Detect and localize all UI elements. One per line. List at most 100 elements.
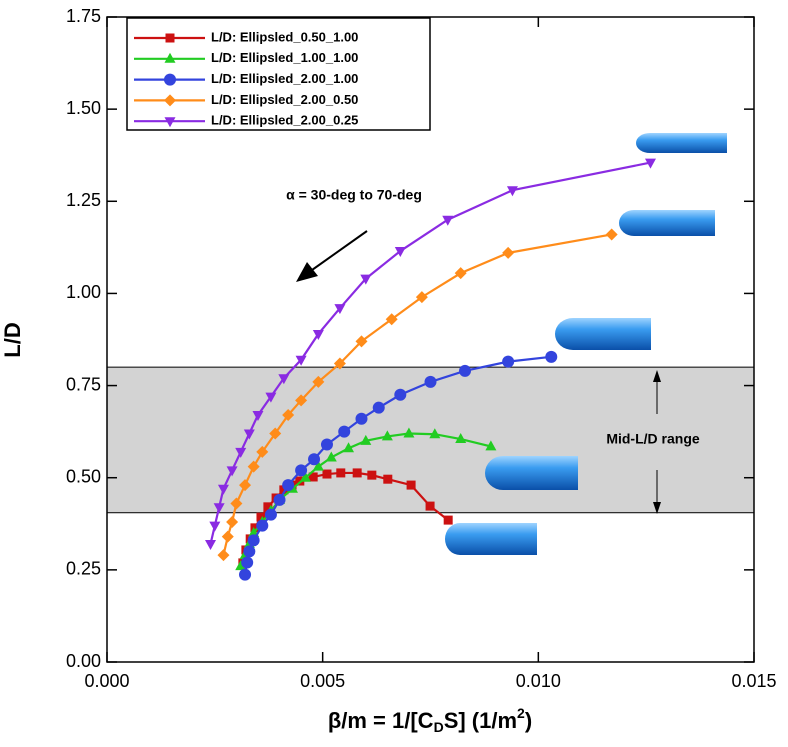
- capsule: [445, 523, 537, 555]
- marker: [644, 158, 656, 169]
- marker: [295, 355, 307, 366]
- marker: [605, 228, 618, 241]
- marker: [217, 549, 230, 562]
- marker: [243, 545, 256, 558]
- x-axis-label: β/m = 1/[CDS] (1/m2): [328, 705, 532, 735]
- y-tick-label: 1.25: [66, 190, 101, 210]
- x-tick-label: 0.010: [516, 671, 561, 691]
- marker: [502, 246, 515, 259]
- marker: [360, 434, 372, 445]
- marker: [325, 451, 337, 462]
- y-axis-label: L/D: [0, 322, 25, 357]
- marker: [282, 479, 295, 492]
- x-axis-label-part: S] (1/m: [444, 708, 517, 733]
- arrow: [296, 230, 368, 282]
- marker: [295, 476, 305, 486]
- marker: [308, 453, 321, 466]
- marker: [209, 521, 221, 532]
- marker: [247, 534, 260, 547]
- x-axis-label-part: β/m = 1/[C: [328, 708, 434, 733]
- annotation: Mid-L/D range: [606, 431, 700, 447]
- plot-frame: [106, 16, 755, 663]
- marker: [239, 479, 252, 492]
- marker: [334, 304, 346, 315]
- marker: [312, 329, 324, 340]
- range-arrow: [653, 370, 661, 514]
- marker: [250, 523, 260, 533]
- legend: L/D: Ellipsled_0.50_1.00 L/D: Ellipsled_1…: [126, 17, 431, 131]
- marker: [256, 445, 269, 458]
- marker: [295, 464, 308, 477]
- marker: [455, 433, 467, 444]
- marker: [243, 429, 255, 440]
- marker: [545, 350, 558, 363]
- legend-label: L/D: Ellipsled_2.00_0.50: [211, 92, 358, 107]
- marker: [308, 472, 318, 482]
- y-tick-label: 0.25: [66, 559, 101, 579]
- y-tick-label: 1.50: [66, 98, 101, 118]
- y-tick-label: 1.00: [66, 282, 101, 302]
- marker: [381, 430, 393, 441]
- marker: [443, 515, 453, 525]
- marker: [336, 468, 346, 478]
- marker: [320, 438, 333, 451]
- legend-label: L/D: Ellipsled_1.00_1.00: [211, 50, 358, 65]
- y-tick-label: 0.00: [66, 651, 101, 671]
- marker: [442, 215, 454, 226]
- marker: [415, 291, 428, 304]
- marker: [338, 425, 351, 438]
- marker: [429, 428, 441, 439]
- marker: [273, 493, 286, 506]
- y-tick-label: 0.75: [66, 374, 101, 394]
- marker: [355, 335, 368, 348]
- marker: [454, 267, 467, 280]
- marker: [263, 502, 273, 512]
- marker: [295, 394, 308, 407]
- marker: [299, 471, 311, 482]
- marker: [235, 447, 247, 458]
- legend-marker: [164, 117, 176, 128]
- x-axis-label-part: D: [434, 719, 444, 735]
- y-tick-label: 1.75: [66, 6, 101, 26]
- x-axis-label-part: 2: [517, 705, 525, 721]
- marker: [241, 556, 254, 569]
- capsule: [636, 133, 727, 153]
- marker: [403, 427, 415, 438]
- marker: [485, 440, 497, 451]
- marker: [406, 480, 416, 490]
- marker: [424, 375, 437, 388]
- legend-box: [126, 17, 431, 131]
- marker: [278, 374, 290, 385]
- marker: [333, 357, 346, 370]
- marker: [352, 468, 362, 478]
- marker: [385, 313, 398, 326]
- marker: [256, 519, 269, 532]
- marker: [217, 484, 229, 495]
- marker: [221, 530, 234, 543]
- marker: [235, 560, 247, 571]
- x-tick-label: 0.015: [731, 671, 776, 691]
- marker: [394, 247, 406, 258]
- y-tick-label: 0.50: [66, 466, 101, 486]
- marker: [230, 497, 243, 510]
- marker: [322, 469, 332, 479]
- capsule: [485, 456, 578, 490]
- marker: [264, 508, 277, 521]
- legend-label: L/D: Ellipsled_2.00_1.00: [211, 71, 358, 86]
- x-axis-label-part: ): [525, 708, 532, 733]
- marker: [226, 466, 238, 477]
- marker: [394, 388, 407, 401]
- marker: [213, 503, 225, 514]
- marker: [205, 540, 217, 551]
- x-tick-label: 0.000: [84, 671, 129, 691]
- marker: [239, 568, 252, 581]
- marker: [252, 411, 264, 422]
- x-tick-label: 0.005: [300, 671, 345, 691]
- legend-marker: [165, 33, 175, 43]
- legend-marker: [164, 94, 176, 107]
- mid-range-band: [106, 366, 755, 514]
- marker: [372, 401, 385, 414]
- marker: [226, 515, 239, 528]
- marker: [506, 186, 518, 197]
